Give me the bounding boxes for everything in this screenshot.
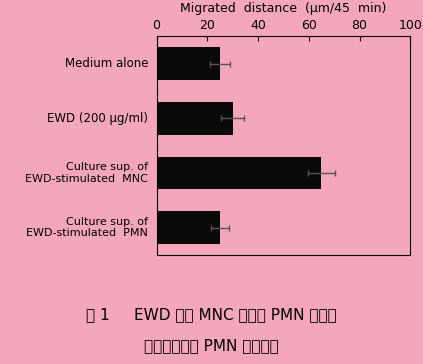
Text: 上清に対する PMN の走化性: 上清に対する PMN の走化性 [144, 338, 279, 353]
Text: EWD (200 μg/ml): EWD (200 μg/ml) [47, 112, 148, 125]
Bar [157, 102, 233, 135]
Bar [157, 157, 321, 189]
X-axis label: Migrated  distance  (μm/45  min): Migrated distance (μm/45 min) [180, 1, 387, 15]
Bar [157, 47, 220, 80]
Text: Culture sup. of
EWD-stimulated  PMN: Culture sup. of EWD-stimulated PMN [26, 217, 148, 238]
Text: Culture sup. of
EWD-stimulated  MNC: Culture sup. of EWD-stimulated MNC [25, 162, 148, 184]
Bar [157, 211, 220, 244]
Text: 囱 1     EWD 刷激 MNC および PMN の培養: 囱 1 EWD 刷激 MNC および PMN の培養 [86, 307, 337, 322]
Text: Medium alone: Medium alone [65, 57, 148, 70]
